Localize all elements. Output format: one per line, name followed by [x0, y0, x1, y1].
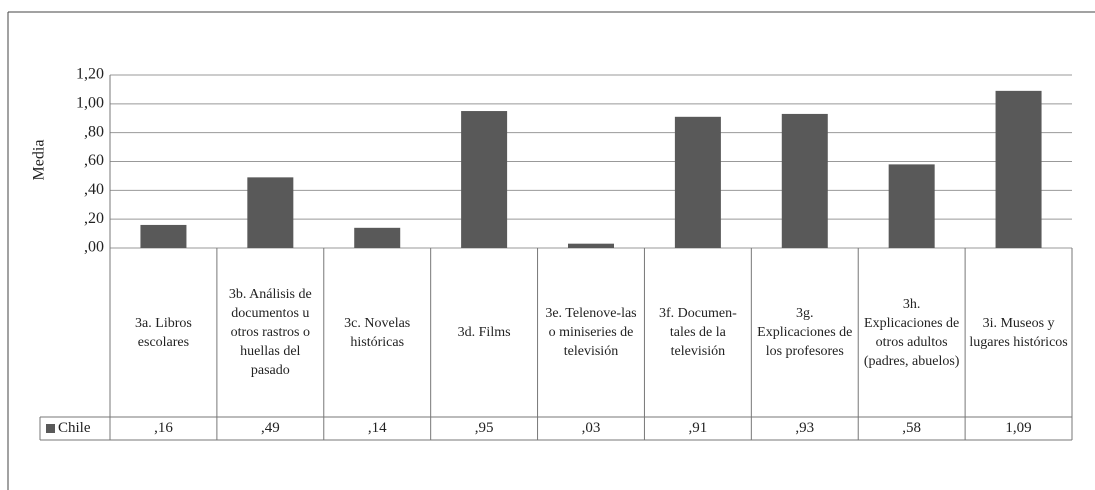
- value-label: ,95: [474, 420, 494, 436]
- category-label: 3i. Museos y lugares históricos: [969, 315, 1068, 350]
- value-label: ,91: [688, 420, 708, 436]
- y-tick-label: ,40: [84, 181, 104, 198]
- bar: [674, 116, 721, 248]
- bar: [781, 113, 828, 248]
- legend-swatch: [46, 424, 55, 433]
- y-tick-label: ,80: [84, 123, 104, 140]
- y-tick-label: ,60: [84, 152, 104, 169]
- category-label: 3d. Films: [457, 325, 511, 340]
- y-tick-label: 1,20: [76, 66, 104, 83]
- category-label: 3a. Libros escolares: [135, 315, 192, 350]
- bar: [888, 164, 935, 248]
- value-label: ,93: [795, 420, 815, 436]
- category-label: 3h. Explicaciones de otros adultos (padr…: [863, 296, 960, 369]
- bar: [461, 111, 508, 249]
- bar: [995, 90, 1042, 248]
- value-label: 1,09: [1005, 420, 1032, 436]
- y-tick-label: 1,00: [76, 95, 104, 112]
- bar: [140, 224, 187, 248]
- y-tick-label: ,20: [84, 210, 104, 227]
- bar: [354, 227, 401, 248]
- bar: [568, 243, 614, 248]
- category-label: 3g. Explicaciones de los profesores: [757, 306, 853, 359]
- bar: [247, 177, 294, 248]
- y-tick-label: ,00: [84, 239, 104, 256]
- value-label: ,58: [902, 420, 922, 436]
- y-axis-title: Media: [31, 140, 48, 181]
- value-label: ,14: [367, 420, 387, 436]
- value-label: ,03: [581, 420, 601, 436]
- category-label: 3e. Telenove-las o miniseries de televis…: [545, 306, 637, 359]
- category-label: 3b. Análisis de documentos u otros rastr…: [228, 287, 312, 378]
- category-label: 3f. Documen-tales de la televisión: [658, 306, 737, 359]
- value-label: ,16: [154, 420, 173, 436]
- category-label: 3c. Novelas históricas: [344, 315, 411, 350]
- legend-label: Chile: [58, 420, 91, 436]
- value-label: ,49: [260, 420, 280, 436]
